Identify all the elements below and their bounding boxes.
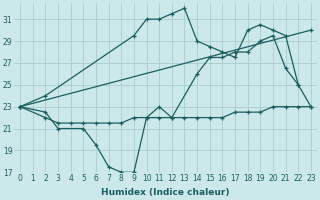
X-axis label: Humidex (Indice chaleur): Humidex (Indice chaleur) [101,188,230,197]
